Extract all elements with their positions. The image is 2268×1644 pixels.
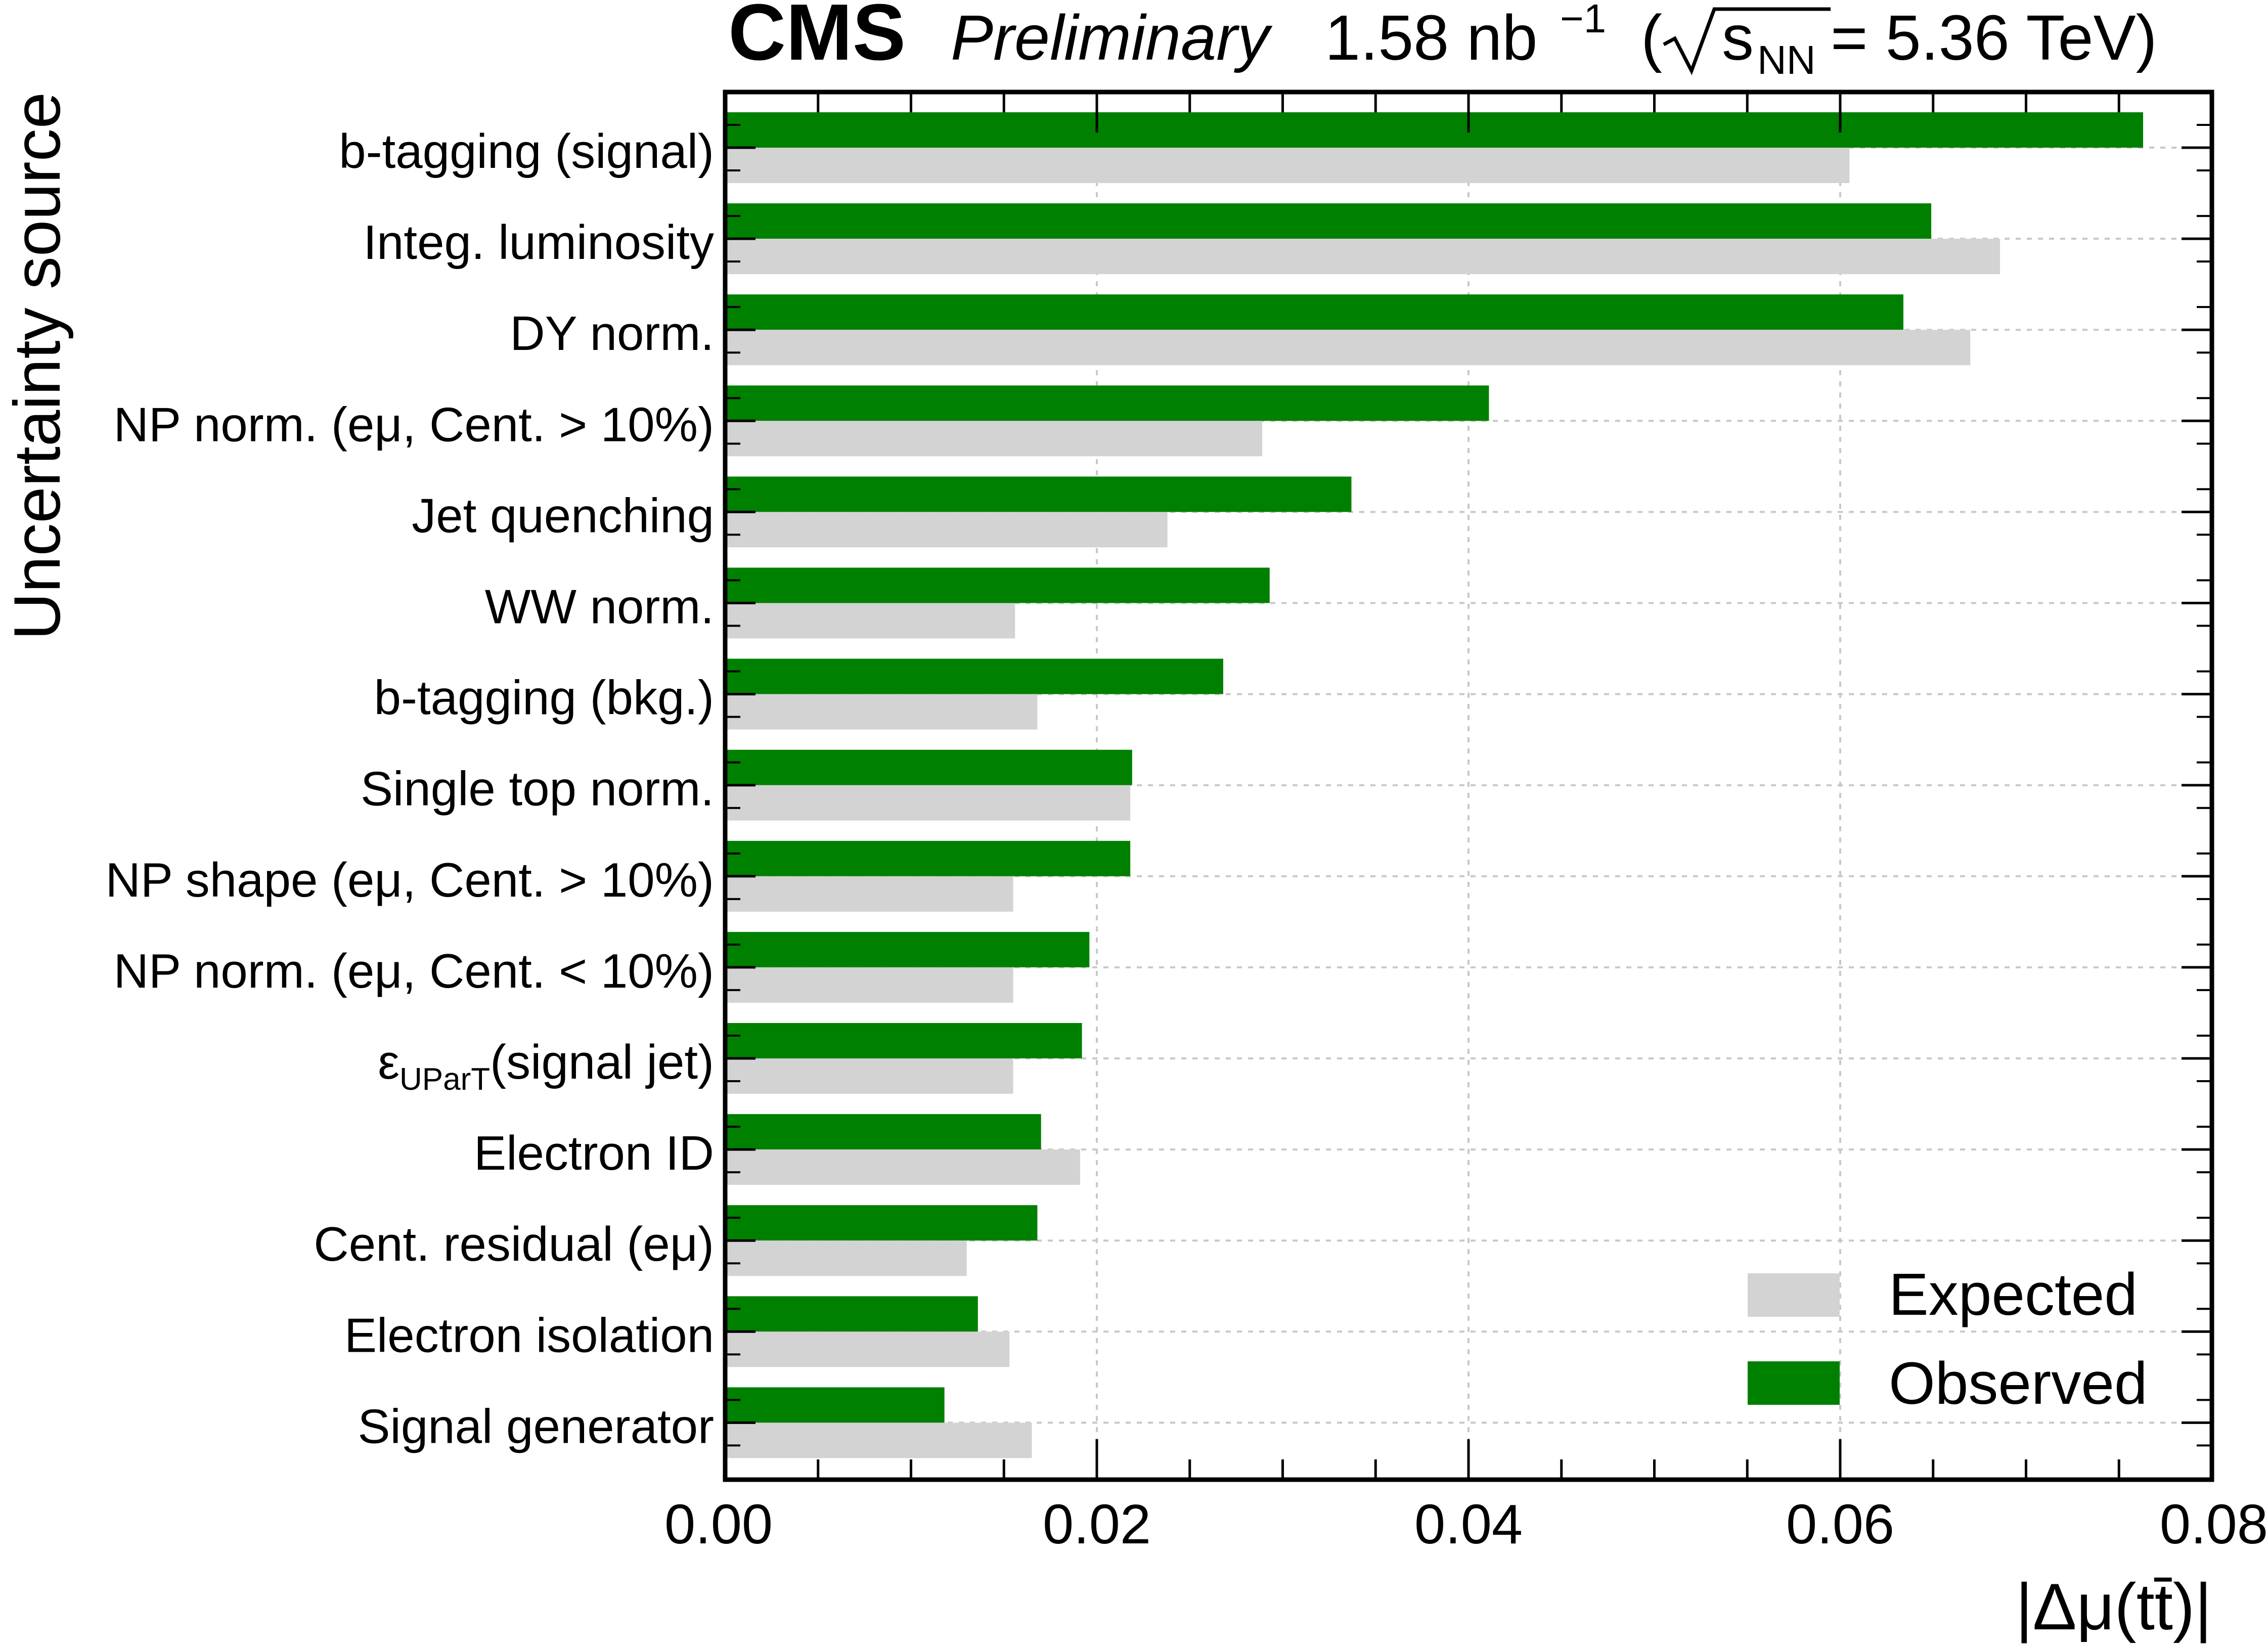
bar-observed — [725, 1205, 1038, 1241]
bar-observed — [725, 476, 1352, 512]
energy-value: = 5.36 TeV) — [1831, 2, 2157, 73]
legend-swatch-expected — [1748, 1273, 1840, 1317]
bar-expected — [725, 694, 1038, 730]
energy-subscript: NN — [1757, 37, 1816, 82]
bar-expected — [725, 1331, 1010, 1367]
category-label: b-tagging (signal) — [339, 124, 714, 179]
bar-expected — [725, 512, 1168, 548]
y-axis-title: Uncertainty source — [0, 92, 74, 640]
bar-expected — [725, 330, 1971, 366]
status-label: Preliminary — [951, 2, 1273, 73]
category-label: Electron isolation — [344, 1308, 714, 1362]
x-tick-label: 0.00 — [664, 1493, 773, 1556]
category-label: NP norm. (eμ, Cent. > 10%) — [114, 397, 714, 452]
category-label: b-tagging (bkg.) — [374, 671, 714, 725]
bar-observed — [725, 203, 1932, 239]
bar-observed — [725, 112, 2144, 148]
bars — [725, 112, 2144, 1458]
bar-expected — [725, 967, 1013, 1003]
bar-observed — [725, 658, 1223, 694]
bar-observed — [725, 840, 1131, 876]
x-tick-label: 0.04 — [1414, 1493, 1523, 1556]
bar-observed — [725, 749, 1132, 785]
bar-expected — [725, 603, 1015, 639]
bar-expected — [725, 876, 1013, 912]
category-label: Integ. luminosity — [363, 215, 714, 270]
category-label: Electron ID — [474, 1126, 714, 1180]
bar-expected — [725, 1149, 1080, 1185]
x-tick-label: 0.06 — [1786, 1493, 1894, 1556]
bar-expected — [725, 1058, 1013, 1094]
legend-label-expected: Expected — [1889, 1261, 2138, 1328]
lumi-exponent: −1 — [1560, 0, 1606, 41]
category-labels: b-tagging (signal) Integ. luminosity DY no… — [105, 124, 714, 1453]
x-tick-label: 0.02 — [1043, 1493, 1151, 1556]
x-axis-title: |Δμ(tt̄)| — [2016, 1570, 2212, 1643]
category-label: Single top norm. — [361, 762, 714, 816]
bar-expected — [725, 148, 1850, 183]
bar-observed — [725, 1023, 1082, 1058]
category-label: WW norm. — [485, 580, 714, 634]
experiment-label: CMS — [728, 0, 906, 77]
x-tick-labels: 0.00 0.02 0.04 0.06 0.08 — [664, 1493, 2268, 1556]
bar-expected — [725, 239, 2000, 275]
category-label: Jet quenching — [412, 488, 714, 543]
bar-observed — [725, 931, 1090, 967]
energy-symbol: s — [1722, 2, 1754, 73]
bar-expected — [725, 421, 1263, 457]
bar-expected — [725, 785, 1131, 821]
bar-observed — [725, 567, 1270, 603]
legend-swatch-observed — [1748, 1361, 1840, 1405]
category-label: DY norm. — [510, 306, 714, 361]
bar-observed — [725, 1114, 1041, 1150]
bar-observed — [725, 294, 1903, 330]
plot-frame — [723, 90, 2214, 1482]
lumi-label: 1.58 nb — [1325, 2, 1537, 73]
category-label: εUParT(signal jet) — [378, 1035, 714, 1097]
legend: Expected Observed — [1748, 1261, 2148, 1417]
sqrt-icon — [1663, 7, 1831, 75]
energy-open-paren: ( — [1641, 2, 1662, 73]
bar-observed — [725, 1387, 945, 1423]
x-tick-label: 0.08 — [2160, 1493, 2268, 1556]
bar-expected — [725, 1423, 1032, 1458]
category-label: Signal generator — [358, 1399, 714, 1453]
category-label: NP norm. (eμ, Cent. < 10%) — [114, 944, 714, 998]
bar-expected — [725, 1240, 967, 1276]
category-label: NP shape (eμ, Cent. > 10%) — [105, 853, 714, 907]
bar-observed — [725, 1296, 978, 1332]
bar-observed — [725, 385, 1489, 421]
category-label: Cent. residual (eμ) — [314, 1217, 714, 1271]
legend-label-observed: Observed — [1889, 1350, 2148, 1417]
